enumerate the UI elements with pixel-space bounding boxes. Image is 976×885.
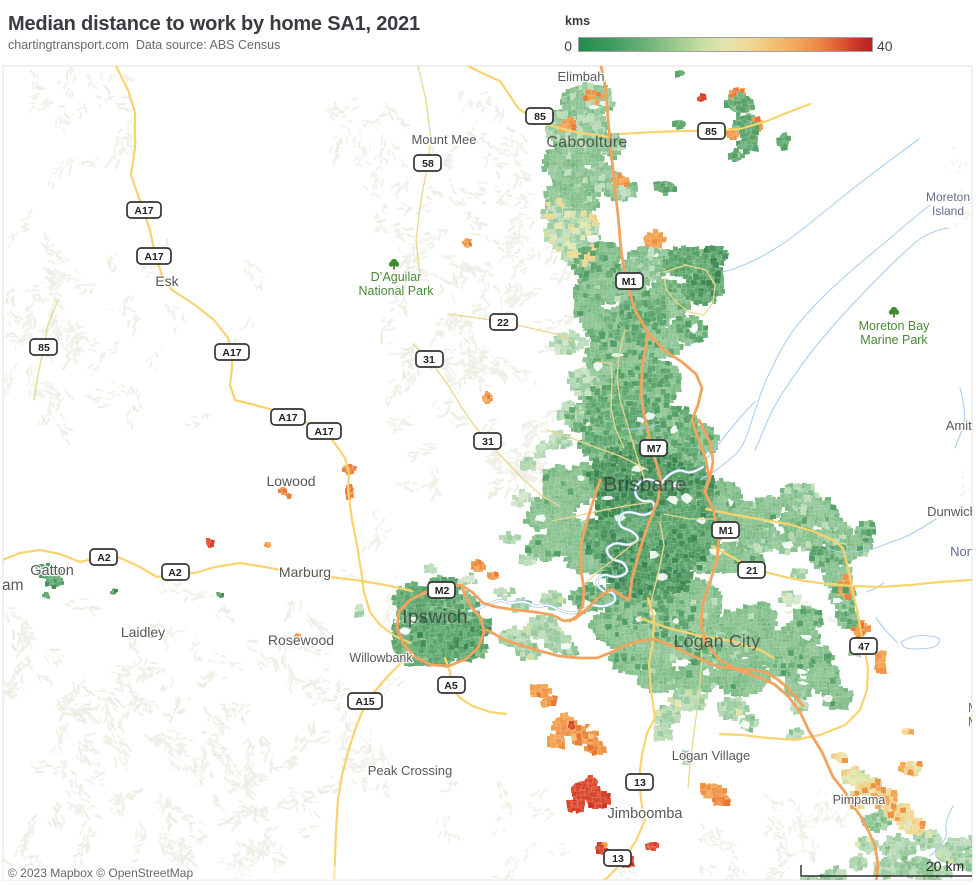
svg-text:Pimpama: Pimpama (833, 793, 886, 807)
svg-text:M1: M1 (622, 276, 637, 288)
svg-text:Caboolture: Caboolture (546, 134, 627, 151)
svg-text:Amity: Amity (946, 418, 976, 433)
svg-text:A2: A2 (97, 552, 111, 564)
svg-text:A15: A15 (355, 696, 374, 708)
svg-text:Elimbah: Elimbah (558, 69, 605, 84)
svg-text:A17: A17 (314, 426, 333, 438)
svg-text:M7: M7 (647, 443, 662, 455)
svg-text:31: 31 (482, 436, 494, 448)
svg-text:21: 21 (746, 565, 758, 577)
svg-text:13: 13 (612, 853, 624, 865)
svg-text:Island: Island (932, 204, 964, 218)
svg-text:31: 31 (423, 354, 435, 366)
svg-text:Esk: Esk (155, 273, 179, 289)
svg-text:am: am (2, 577, 24, 594)
svg-text:58: 58 (422, 158, 434, 170)
svg-text:85: 85 (38, 342, 50, 354)
svg-text:M2: M2 (435, 585, 450, 597)
svg-text:Moreton: Moreton (926, 190, 970, 204)
svg-text:North: North (950, 544, 976, 559)
svg-text:© 2023 Mapbox © OpenStreetMap: © 2023 Mapbox © OpenStreetMap (8, 866, 193, 880)
svg-text:85: 85 (705, 126, 717, 138)
svg-text:A17: A17 (144, 251, 163, 263)
svg-text:Logan Village: Logan Village (672, 748, 751, 763)
svg-text:National Park: National Park (358, 284, 434, 298)
svg-text:Peak Crossing: Peak Crossing (368, 763, 453, 778)
svg-text:Laidley: Laidley (121, 624, 165, 640)
svg-text:A17: A17 (278, 412, 297, 424)
svg-text:D’Aguilar: D’Aguilar (371, 270, 422, 284)
svg-text:Marine Park: Marine Park (860, 333, 928, 347)
svg-text:20 km: 20 km (926, 858, 964, 874)
svg-text:Mount Mee: Mount Mee (411, 132, 476, 147)
svg-text:47: 47 (858, 641, 870, 653)
svg-text:Dunwich: Dunwich (927, 504, 976, 519)
svg-text:Ipswich: Ipswich (402, 607, 467, 628)
svg-text:13: 13 (634, 777, 646, 789)
svg-text:Mo: Mo (968, 701, 976, 715)
svg-text:Brisbane: Brisbane (603, 473, 686, 496)
svg-text:Marburg: Marburg (279, 564, 331, 580)
svg-text:M: M (968, 715, 976, 729)
svg-text:A17: A17 (134, 205, 153, 217)
svg-text:Lowood: Lowood (266, 473, 315, 489)
svg-text:A2: A2 (168, 567, 182, 579)
svg-text:Moreton Bay: Moreton Bay (859, 319, 931, 333)
svg-text:Logan City: Logan City (674, 631, 761, 651)
svg-text:Gatton: Gatton (30, 563, 74, 579)
svg-text:Jimboomba: Jimboomba (608, 806, 684, 822)
svg-text:85: 85 (534, 111, 546, 123)
svg-text:22: 22 (497, 317, 509, 329)
svg-text:M1: M1 (719, 525, 734, 537)
svg-text:Rosewood: Rosewood (268, 632, 334, 648)
svg-text:A17: A17 (222, 347, 241, 359)
svg-text:Willowbank: Willowbank (349, 651, 413, 665)
svg-text:A5: A5 (444, 680, 458, 692)
